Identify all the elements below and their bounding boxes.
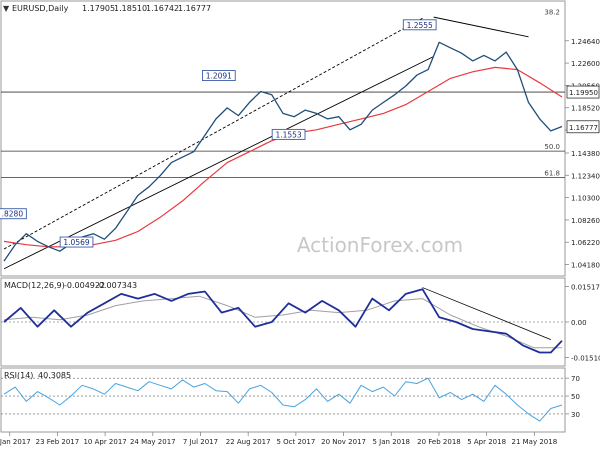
price-y-tick-label-6: 1.12340: [571, 172, 600, 180]
rsi-line: [3, 377, 563, 422]
price-y-tick-label-0: 1.24640: [571, 38, 600, 46]
grid-layer: [1, 16, 565, 415]
price-axis-flag-label-1: 1.16777: [569, 124, 598, 132]
price-y-tick-label-7: 1.10300: [571, 195, 600, 203]
annotation-label-4: .8280: [2, 210, 24, 219]
annotation-box-3: [59, 236, 94, 248]
annotation-box-0: [402, 19, 437, 31]
rsi-panel-title: RSI(14) 40.3085: [4, 371, 71, 380]
macd-y-tick-label-2: -0.015109: [571, 354, 600, 362]
macd-title: MACD(12,26,9): [4, 281, 65, 290]
rsi-y-tick-label-0: 70: [571, 375, 580, 383]
rsi-value: 40.3085: [38, 371, 71, 380]
annotation-label-1: 1.2091: [206, 72, 232, 81]
fib-label-2: 61.8: [544, 169, 560, 177]
x-tick-label-11: 21 May 2018: [512, 438, 558, 446]
x-tick-label-6: 5 Oct 2017: [276, 438, 315, 446]
macd-value: -0.004922: [64, 281, 105, 290]
macd-trendline: [422, 287, 551, 340]
macd-panel-title: MACD(12,26,9) -0.004922 -0.007343: [4, 281, 137, 290]
annotation-box-4: [0, 208, 27, 220]
fib-label-0: 38.2: [544, 9, 560, 17]
x-tick-label-4: 7 Jul 2017: [183, 438, 218, 446]
rsi-y-tick-label-1: 50: [571, 393, 580, 401]
annotation-box-2: [271, 128, 306, 140]
price-open: 1.17905: [82, 4, 115, 13]
price-trendline-2: [433, 16, 529, 38]
annotation-box-1: [201, 70, 236, 82]
price-y-tick-label-3: 1.18520: [571, 105, 600, 113]
rsi-panel-frame: [0, 367, 566, 433]
macd-line: [3, 288, 563, 354]
rsi-y-tick-label-2: 30: [571, 411, 580, 419]
x-tick-label-10: 5 Apr 2018: [467, 438, 506, 446]
price-high: 1.18510: [114, 4, 147, 13]
annotation-label-2: 1.1553: [275, 130, 301, 139]
price-line: [3, 41, 563, 262]
price-caret-icon: ▼: [3, 4, 10, 13]
axes-layer: 1.246401.226001.205601.185201.164801.143…: [0, 9, 600, 446]
watermark: ActionForex.com: [297, 233, 463, 257]
macd-y-tick-label-1: 0.00: [571, 319, 587, 327]
x-tick-label-7: 20 Nov 2017: [321, 438, 366, 446]
x-tick-label-0: 10 Jan 2017: [0, 438, 31, 446]
x-tick-label-8: 5 Jan 2018: [373, 438, 411, 446]
x-tick-label-2: 10 Apr 2017: [83, 438, 126, 446]
price-title: EURUSD,Daily: [12, 4, 69, 13]
price-panel-title: ▼ EURUSD,Daily 1.17905 1.18510 1.16742 1…: [3, 4, 211, 13]
macd-y-tick-label-0: 0.015176: [571, 283, 600, 291]
annotation-label-0: 1.2555: [407, 21, 433, 30]
x-tick-label-1: 23 Feb 2017: [36, 438, 80, 446]
x-tick-label-9: 20 Feb 2018: [417, 438, 461, 446]
macd-signal-line: [3, 295, 562, 349]
price-y-tick-label-9: 1.06220: [571, 239, 600, 247]
price-low: 1.16742: [146, 4, 179, 13]
price-close: 1.16777: [178, 4, 211, 13]
price-y-tick-label-10: 1.04180: [571, 262, 600, 270]
price-axis-flag-label-0: 1.19950: [569, 89, 598, 97]
fib-label-1: 50.0: [544, 143, 560, 151]
price-axis-flag-box-0: [566, 85, 600, 99]
price-trendline-0: [3, 56, 434, 270]
x-tick-label-5: 22 Aug 2017: [226, 438, 271, 446]
macd-panel-frame: [0, 277, 566, 367]
price-axis-flag-box-1: [566, 120, 600, 134]
annotation-label-3: 1.0569: [63, 238, 89, 247]
price-y-tick-label-5: 1.14380: [571, 150, 600, 158]
x-tick-label-3: 24 May 2017: [130, 438, 176, 446]
price-y-tick-label-8: 1.08260: [571, 217, 600, 225]
macd-signal-value: -0.007343: [96, 281, 137, 290]
rsi-title: RSI(14): [4, 371, 33, 380]
price-y-tick-label-1: 1.22600: [571, 60, 600, 68]
